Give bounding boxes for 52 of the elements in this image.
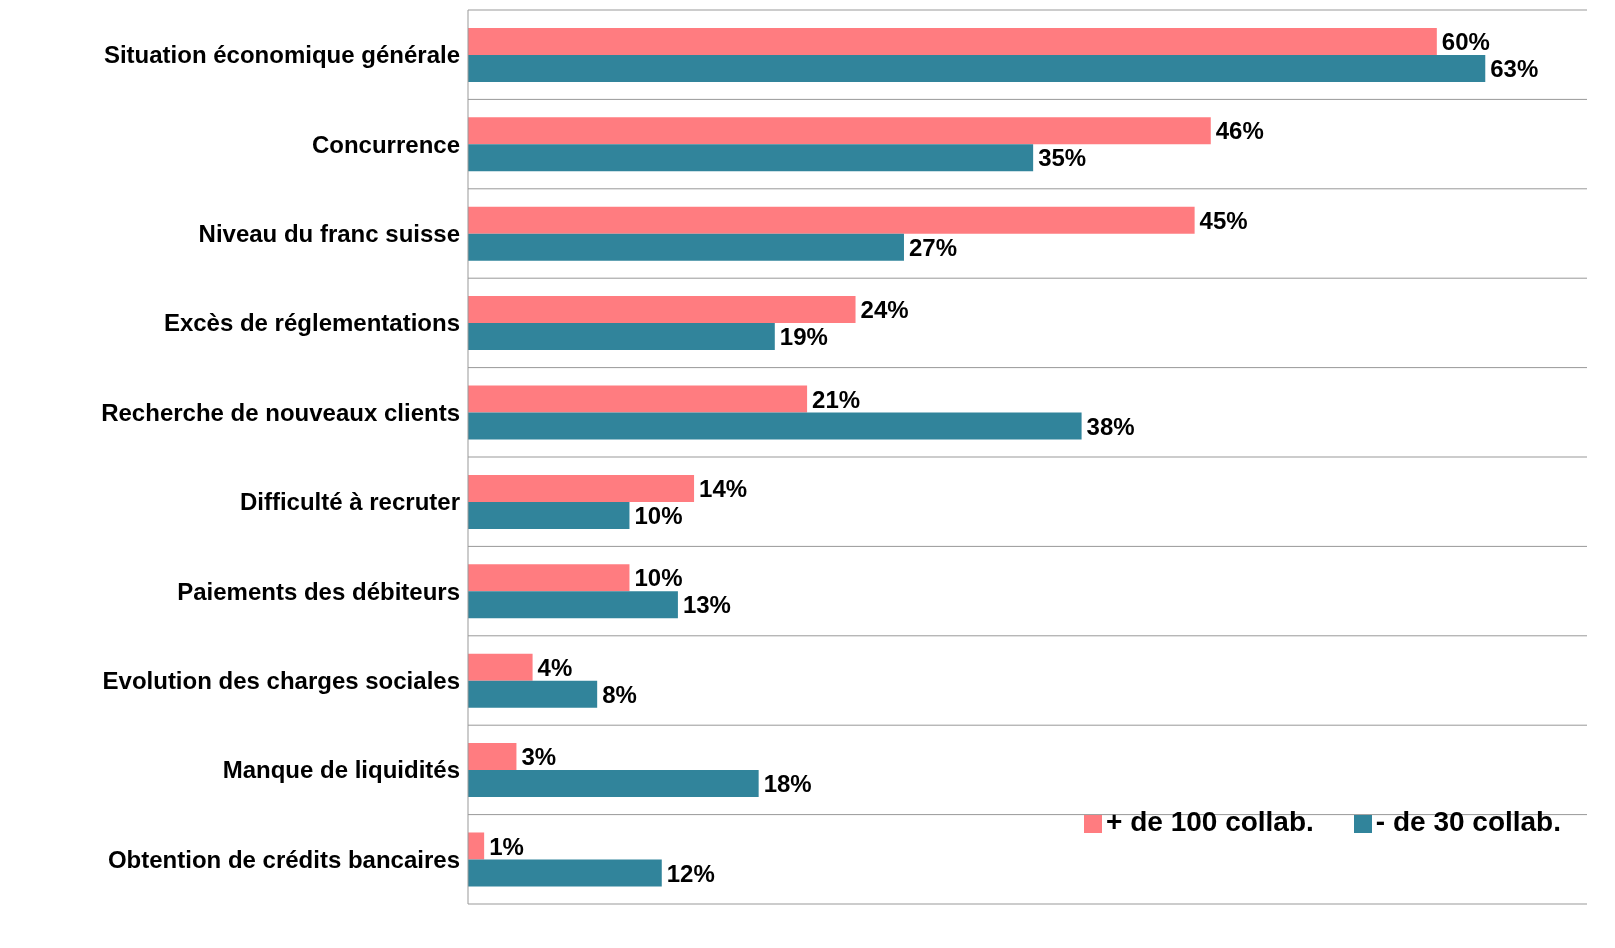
y-tick-label: Concurrence <box>311 130 460 158</box>
data-label: 4% <box>537 653 573 681</box>
bar <box>468 206 1195 234</box>
bar <box>468 859 662 887</box>
data-label: 8% <box>602 680 637 708</box>
data-label: 14% <box>699 474 748 502</box>
bar <box>468 385 808 413</box>
y-tick-label: Difficulté à recruter <box>239 488 460 516</box>
bar <box>468 412 1082 440</box>
data-label: 60% <box>1441 27 1490 55</box>
y-tick-label: Manque de liquidités <box>222 756 460 784</box>
bar <box>468 27 1437 55</box>
data-label: 27% <box>908 233 958 261</box>
bar <box>468 501 630 529</box>
bar <box>468 743 517 771</box>
bar <box>468 54 1486 82</box>
bar <box>468 653 533 681</box>
data-label: 21% <box>812 385 861 413</box>
bar <box>468 323 775 351</box>
data-label: 63% <box>1490 54 1539 82</box>
data-label: 24% <box>860 296 909 324</box>
y-tick-label: Paiements des débiteurs <box>177 577 460 605</box>
bar <box>468 591 678 619</box>
y-tick-label: Evolution des charges sociales <box>102 667 460 695</box>
bar <box>468 564 630 592</box>
data-label: 35% <box>1038 144 1087 172</box>
y-tick-label: Recherche de nouveaux clients <box>101 398 460 426</box>
data-label: 1% <box>489 832 524 860</box>
data-label: 19% <box>779 323 828 351</box>
bar <box>468 233 904 261</box>
y-tick-label: Niveau du franc suisse <box>198 220 460 248</box>
data-label: 10% <box>634 564 683 592</box>
y-tick-label: Situation économique générale <box>103 41 460 69</box>
bar <box>468 474 695 502</box>
legend-label: + de 100 collab. <box>1106 806 1314 837</box>
bar <box>468 144 1034 172</box>
data-label: 38% <box>1086 412 1135 440</box>
data-label: 3% <box>521 743 557 771</box>
y-tick-label: Obtention de crédits bancaires <box>107 845 460 873</box>
data-label: 45% <box>1199 206 1248 234</box>
data-label: 46% <box>1215 117 1264 145</box>
data-label: 13% <box>682 591 731 619</box>
y-tick-label: Excès de réglementations <box>163 309 460 337</box>
bar <box>468 770 759 798</box>
data-label: 18% <box>763 770 812 798</box>
data-label: 10% <box>634 501 683 529</box>
bar <box>468 117 1211 145</box>
bar <box>468 296 856 324</box>
legend-label: - de 30 collab. <box>1375 806 1561 837</box>
bar <box>468 680 598 708</box>
data-label: 12% <box>666 859 715 887</box>
bar <box>468 832 485 860</box>
